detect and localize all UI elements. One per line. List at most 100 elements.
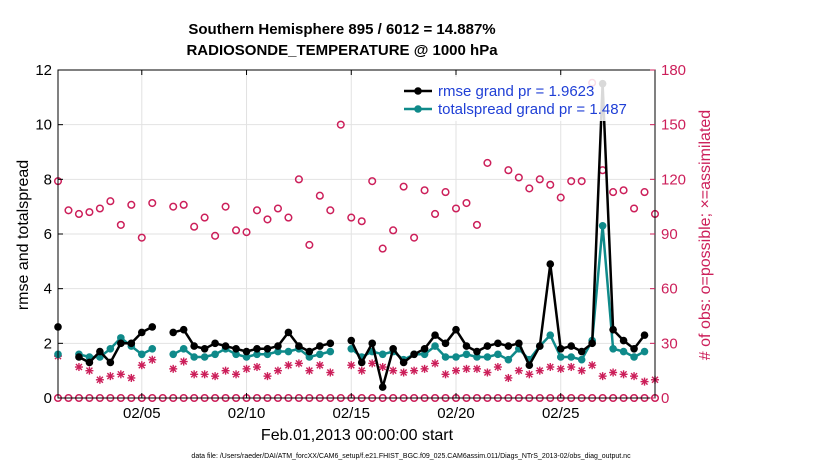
- spread-point: [420, 350, 429, 359]
- obs-possible-marker: [106, 197, 115, 206]
- obs-assimilated-marker: [116, 370, 125, 379]
- legend-box: [398, 77, 650, 121]
- spread-point: [452, 353, 460, 361]
- obs-possible-marker: [514, 173, 523, 182]
- obs-assimilated-stroke: [557, 365, 565, 373]
- obs-assimilated-marker: [127, 373, 136, 382]
- obs-assimilated-stroke: [368, 359, 376, 367]
- spread-point: [211, 350, 219, 359]
- obs-possible-marker: [315, 191, 324, 200]
- obs-assimilated-marker: [609, 368, 618, 377]
- spread-point: [242, 353, 251, 361]
- obs-possible-marker: [378, 244, 387, 253]
- obs-assimilated-marker: [588, 361, 597, 370]
- spread-point: [274, 347, 282, 356]
- spread-point: [148, 345, 157, 353]
- obs-assimilated-stroke: [578, 367, 586, 375]
- obs-assimilated-stroke: [295, 359, 303, 367]
- spread-point: [504, 355, 513, 364]
- obs-assimilated-stroke: [96, 376, 104, 384]
- obs-assimilated-stroke: [284, 361, 292, 369]
- obs-possible-marker: [451, 204, 461, 213]
- obs-assimilated-stroke: [599, 372, 607, 380]
- obs-assimilated-stroke: [567, 363, 575, 371]
- obs-possible-marker: [546, 180, 555, 189]
- obs-assimilated-marker: [441, 370, 450, 379]
- rmse-point: [473, 347, 481, 356]
- spread-point: [431, 342, 439, 350]
- obs-assimilated-marker: [211, 372, 220, 381]
- rmse-point: [127, 339, 136, 348]
- rmse-point: [525, 361, 534, 370]
- spread-point: [546, 331, 555, 339]
- rmse-point: [577, 347, 586, 356]
- obs-possible-marker: [127, 200, 136, 209]
- obs-assimilated-stroke: [431, 359, 439, 367]
- rmse-point: [263, 345, 272, 353]
- obs-assimilated-marker: [137, 361, 146, 370]
- obs-assimilated-marker: [305, 366, 314, 375]
- y-left-tick-label: 6: [44, 226, 52, 243]
- obs-possible-marker: [137, 233, 146, 242]
- legend-rmse-marker: [414, 87, 422, 95]
- spread-point: [462, 350, 471, 359]
- y-right-tick-label: 90: [661, 226, 678, 243]
- rmse-point: [441, 339, 450, 348]
- obs-possible-marker: [85, 208, 94, 217]
- obs-assimilated-stroke: [117, 370, 125, 378]
- spread-point: [179, 345, 188, 353]
- obs-assimilated-marker: [535, 366, 544, 375]
- rmse-point: [452, 325, 460, 334]
- obs-assimilated-stroke: [253, 363, 261, 371]
- y-left-tick-label: 8: [44, 171, 52, 188]
- obs-possible-marker: [95, 204, 104, 213]
- obs-possible-marker: [148, 198, 157, 208]
- spread-point: [232, 350, 240, 359]
- obs-assimilated-stroke: [106, 372, 114, 380]
- y-right-tick-label: 30: [661, 335, 678, 352]
- rmse-point: [85, 358, 94, 367]
- y-right-tick-label: 0: [661, 390, 669, 407]
- obs-possible-marker: [567, 177, 576, 186]
- rmse-point: [221, 342, 230, 350]
- obs-assimilated-stroke: [483, 368, 491, 376]
- obs-assimilated-stroke: [379, 363, 387, 371]
- spread-point: [619, 347, 628, 356]
- spread-point: [190, 353, 198, 361]
- y-left-tick-label: 10: [35, 117, 52, 134]
- axis-ticks: 02/05 02/10 02/15 02/20 02/25024681012030609…: [35, 62, 686, 422]
- obs-possible-marker: [357, 217, 366, 226]
- obs-assimilated-marker: [483, 368, 492, 377]
- x-tick-label: 02/20: [437, 405, 475, 422]
- obs-assimilated-stroke: [75, 363, 83, 371]
- rmse-point: [567, 342, 576, 350]
- obs-assimilated-stroke: [442, 370, 450, 378]
- obs-assimilated-stroke: [494, 363, 502, 371]
- spread-point: [567, 353, 576, 361]
- rmse-point: [556, 345, 565, 353]
- obs-possible-marker: [294, 175, 303, 184]
- y-axis-label-left: rmse and totalspread: [15, 160, 32, 310]
- obs-assimilated-marker: [263, 372, 272, 381]
- rmse-point: [96, 347, 104, 356]
- obs-possible-marker: [179, 200, 188, 209]
- obs-assimilated-marker: [567, 363, 576, 372]
- y-right-tick-label: 180: [661, 62, 686, 79]
- obs-possible-marker: [305, 240, 314, 249]
- obs-possible-marker: [483, 158, 492, 167]
- rmse-point: [483, 342, 492, 350]
- spread-point: [556, 353, 565, 361]
- obs-possible-marker: [347, 213, 356, 222]
- obs-assimilated-marker: [221, 366, 230, 375]
- rmse-point: [515, 339, 523, 348]
- obs-assimilated-stroke: [452, 367, 460, 375]
- rmse-point: [640, 331, 649, 339]
- rmse-point: [232, 345, 240, 353]
- obs-possible-marker: [472, 220, 481, 229]
- obs-assimilated-marker: [598, 372, 607, 381]
- rmse-point: [546, 260, 555, 268]
- obs-assimilated-marker: [514, 366, 523, 375]
- rmse-point: [137, 328, 146, 337]
- obs-assimilated-marker: [452, 366, 460, 375]
- obs-assimilated-marker: [179, 357, 188, 366]
